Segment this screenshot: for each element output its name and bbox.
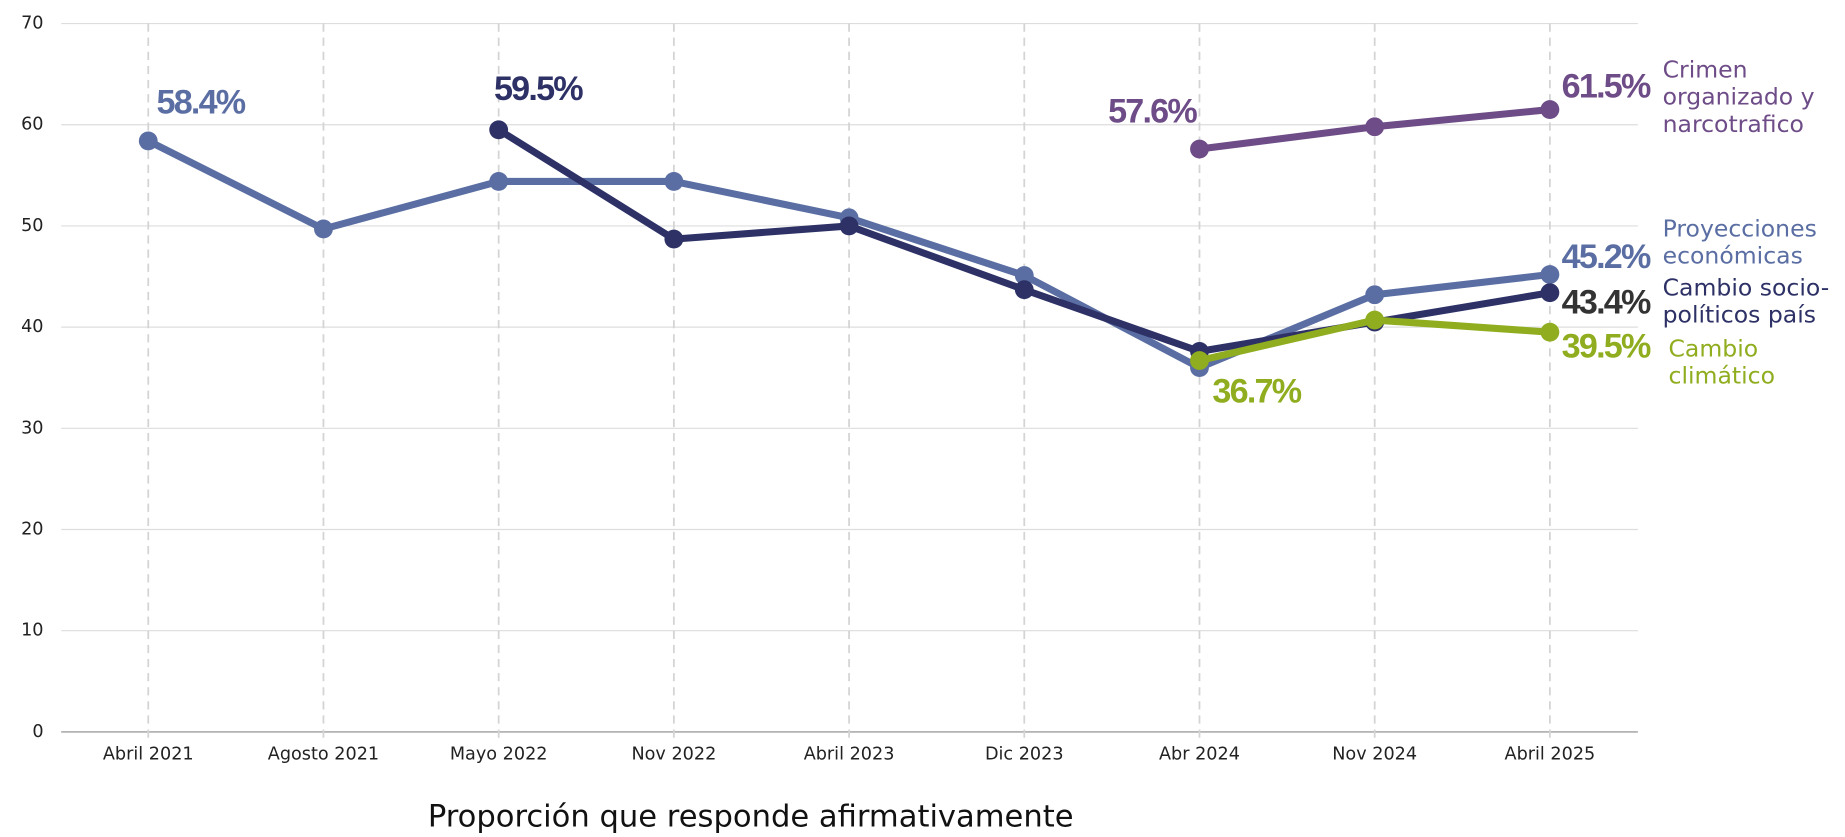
legend-label: Cambio climático [1668,335,1775,390]
y-tick-label: 50 [21,216,43,236]
point [1365,285,1385,305]
x-tick-label: Abril 2025 [1505,744,1596,764]
legend-label: Proyecciones económicas [1662,215,1817,270]
legend-item: Cambio socio-políticos país [1662,274,1830,329]
data-label: 58.4% [156,83,245,121]
legend-label: Crimen organizado y narcotrafico [1662,56,1815,138]
legend-item: Cambio climático [1668,335,1775,390]
point [664,229,684,249]
legend-item: Proyecciones económicas [1662,215,1817,270]
y-tick-label: 60 [21,115,43,135]
legend-item: Crimen organizado y narcotrafico [1662,56,1815,138]
data-label: 61.5% [1562,67,1651,105]
point [1540,265,1560,284]
y-tick-label: 40 [21,317,43,337]
point [1540,100,1560,119]
y-tick-label: 70 [21,14,43,34]
data-label: 43.4% [1562,284,1651,322]
point [664,172,684,191]
data-label: 45.2% [1562,238,1651,276]
data-label: 39.5% [1562,328,1651,366]
data-label: 36.7% [1212,372,1301,410]
point [489,172,509,191]
point [314,219,333,239]
y-tick-label: 10 [21,621,43,641]
data-label: 57.6% [1108,93,1197,131]
point [138,131,158,151]
x-tick-label: Nov 2022 [631,744,716,764]
x-tick-label: Agosto 2021 [268,744,379,764]
point [839,216,859,236]
x-tick-label: Abril 2023 [804,744,895,764]
x-tick-label: Dic 2023 [985,744,1064,764]
x-tick-label: Nov 2024 [1332,744,1417,764]
x-tick-label: Abril 2021 [103,744,194,764]
point [1365,117,1385,137]
point [1190,351,1209,370]
point [1365,310,1385,330]
point [1540,322,1560,342]
legend-label: Cambio socio-políticos país [1662,274,1830,329]
point [1540,283,1560,303]
point [1014,266,1034,285]
x-tick-label: Abr 2024 [1159,744,1240,764]
point [1190,139,1209,159]
point [489,120,509,140]
y-tick-label: 30 [21,418,43,438]
data-label: 59.5% [494,70,583,108]
x-axis-label: Proporción que responde afirmativamente [428,799,1074,834]
point [1014,280,1034,300]
y-tick-label: 20 [21,520,43,540]
x-tick-label: Mayo 2022 [450,744,548,764]
y-tick-label: 0 [32,722,43,742]
